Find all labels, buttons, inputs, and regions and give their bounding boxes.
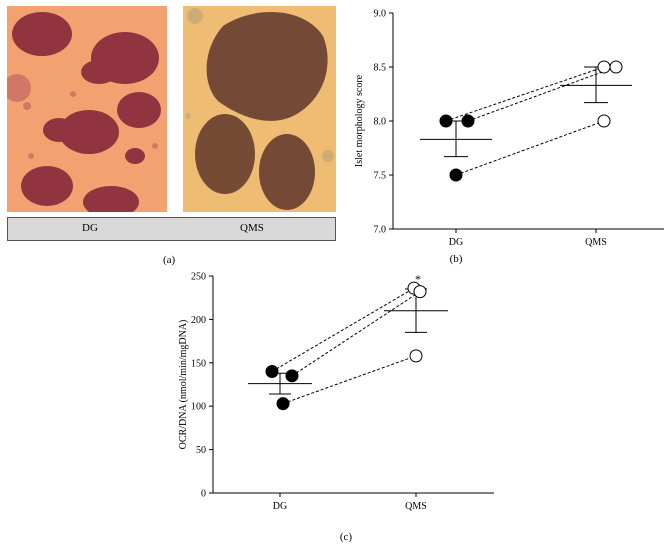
paired-line <box>291 291 421 377</box>
y-axis-label: OCR/DNA (nmol/min/mgDNA) <box>178 320 189 450</box>
paired-line <box>467 66 617 122</box>
paired-line <box>445 66 605 122</box>
data-point-dg <box>461 114 475 128</box>
data-point-qms <box>609 60 623 74</box>
data-point-qms <box>409 349 423 363</box>
micrograph-qms-graphic <box>183 6 336 212</box>
micrograph-dg-graphic <box>7 6 167 212</box>
y-tick-label: 100 <box>191 402 206 413</box>
data-point-dg <box>285 369 299 383</box>
x-tick-label-qms: QMS <box>585 237 607 248</box>
paired-line <box>455 120 605 176</box>
panel-letter: (c) <box>340 531 353 543</box>
data-point-dg <box>276 397 290 411</box>
y-tick-label: 150 <box>191 358 206 369</box>
y-tick-label: 7.0 <box>374 225 387 236</box>
y-tick-label: 8.5 <box>374 63 387 74</box>
data-point-dg <box>449 168 463 182</box>
data-point-qms <box>597 114 611 128</box>
y-tick-label: 0 <box>201 489 206 500</box>
panel-letter: (b) <box>450 253 463 265</box>
y-axis-label: Islet morphology score <box>354 74 365 167</box>
x-tick-label-qms: QMS <box>405 501 427 512</box>
chart-ocr-dna: 0 50 100 150 200 250 DG QMS OCR/DNA (nmol/min/mg… <box>178 272 494 543</box>
y-tick-label: 50 <box>196 445 206 456</box>
chart-islet-morphology: 7.0 7.5 8.0 8.5 9.0 DG QMS Islet morphology sco… <box>354 9 664 265</box>
paired-line <box>271 287 415 372</box>
panel-letter-a: (a) <box>163 254 176 266</box>
x-tick-label-dg: DG <box>273 501 287 512</box>
y-tick-label: 250 <box>191 272 206 283</box>
y-tick-label: 7.5 <box>374 171 387 182</box>
y-tick-label: 8.0 <box>374 117 387 128</box>
x-tick-label-dg: DG <box>449 237 463 248</box>
label-qms: QMS <box>240 222 264 234</box>
significance-asterisk: * <box>415 272 421 286</box>
label-dg: DG <box>82 222 98 234</box>
micrograph-qms <box>183 6 336 212</box>
data-point-dg <box>439 114 453 128</box>
paired-line <box>282 355 417 405</box>
y-tick-label: 200 <box>191 315 206 326</box>
data-point-dg <box>265 364 279 378</box>
data-point-qms <box>597 60 611 74</box>
micrograph-dg <box>7 6 167 212</box>
panel-a-label-bar: DG QMS <box>7 217 336 241</box>
data-point-qms <box>413 285 427 299</box>
y-tick-label: 9.0 <box>374 9 387 20</box>
